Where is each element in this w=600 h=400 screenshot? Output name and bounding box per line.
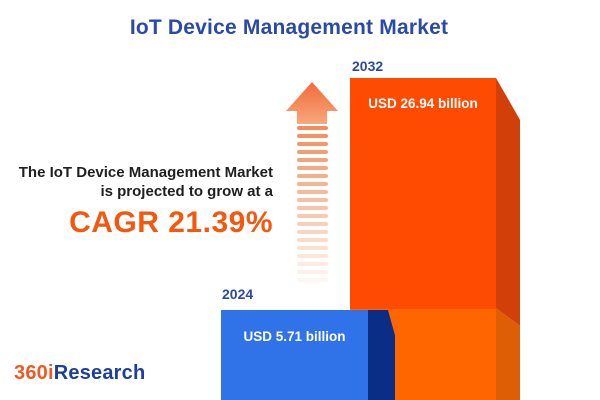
bar-2032-side-bottom	[496, 308, 520, 400]
brand-logo: 360iResearch	[14, 362, 145, 385]
cagr-value: CAGR 21.39%	[69, 206, 273, 239]
bar-value-2032: USD 26.94 billion	[368, 96, 478, 111]
brand-logo-suffix: Research	[53, 362, 146, 384]
page-title: IoT Device Management Market	[129, 16, 449, 39]
arrow-stripes	[297, 126, 328, 296]
brand-logo-prefix: 360i	[14, 362, 54, 384]
growth-arrow-icon	[286, 82, 338, 124]
year-label-2032: 2032	[352, 58, 384, 74]
bar-2032-side	[496, 78, 520, 400]
intro-line-1: The IoT Device Management Market	[18, 164, 273, 181]
bar-2024-side	[368, 310, 395, 400]
bar-2032-side-top	[496, 78, 520, 326]
intro-text-block: The IoT Device Management Market is proj…	[0, 163, 273, 240]
bar-2024	[221, 310, 368, 400]
intro-line-2: is projected to grow at a	[100, 183, 273, 200]
year-label-2024: 2024	[222, 286, 254, 302]
bar-value-2024: USD 5.71 billion	[243, 329, 346, 344]
